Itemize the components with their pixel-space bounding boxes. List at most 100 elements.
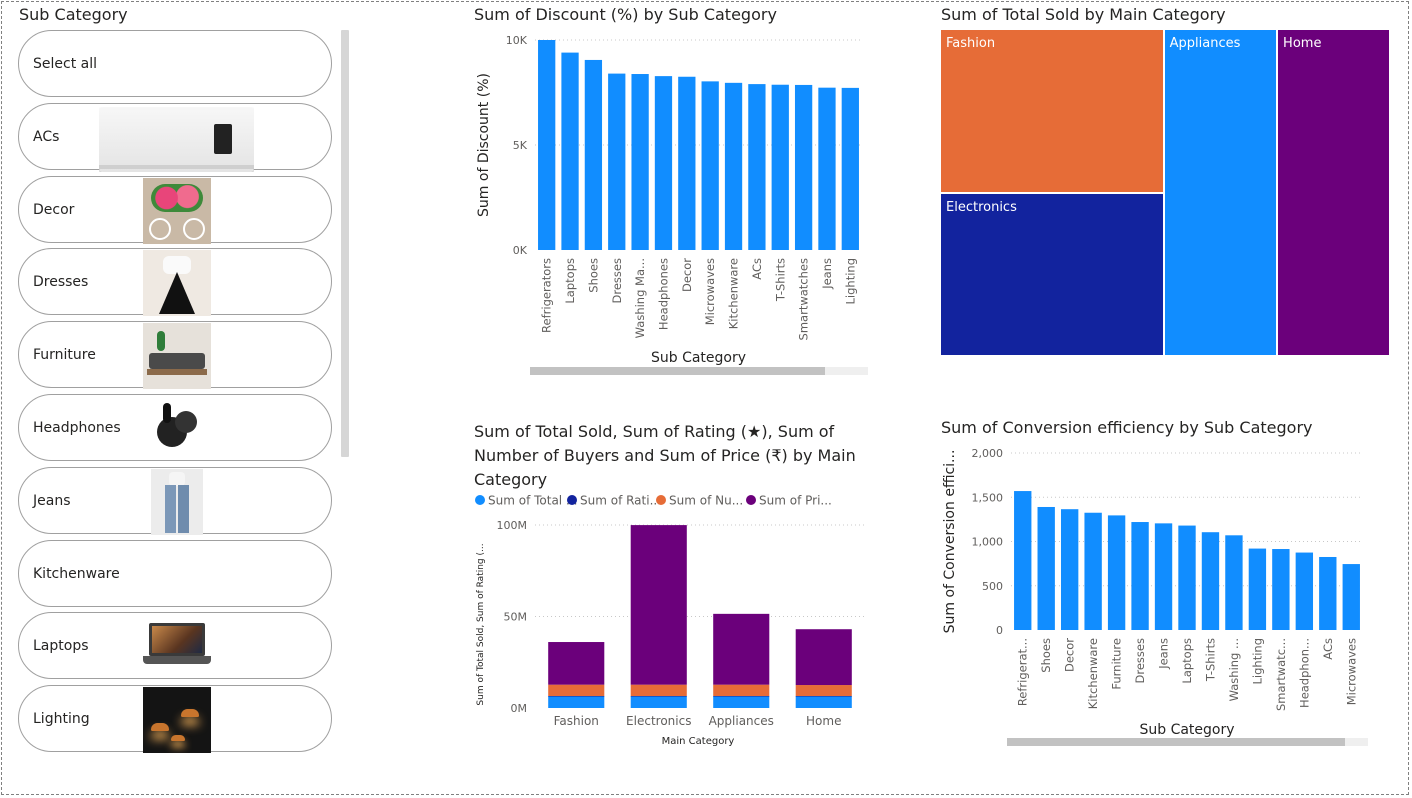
y-tick-label: 0K <box>513 244 528 257</box>
x-tick-label: Kitchenware <box>727 258 741 329</box>
bar-acs[interactable] <box>1319 556 1337 630</box>
bar-laptops[interactable] <box>1178 525 1196 630</box>
bar-segment-home[interactable] <box>795 696 852 697</box>
bar-segment-electronics[interactable] <box>630 696 687 708</box>
x-tick-label: Appliances <box>709 714 774 728</box>
y-tick-label: 10K <box>506 34 528 47</box>
x-tick-label: Smartwatches <box>797 258 811 340</box>
bar-headphones[interactable] <box>654 76 673 250</box>
bar-jeans[interactable] <box>818 87 836 250</box>
slicer-item-dresses[interactable]: Dresses <box>18 248 332 317</box>
bar-washing-[interactable] <box>1225 535 1243 630</box>
treemap-title: Sum of Total Sold by Main Category <box>941 5 1226 24</box>
slicer-item-lighting[interactable]: Lighting <box>18 685 332 754</box>
slicer-item-decor[interactable]: Decor <box>18 175 332 244</box>
bar-lighting[interactable] <box>1248 548 1267 630</box>
slicer-item-label: Lighting <box>33 711 90 728</box>
bar-segment-fashion[interactable] <box>548 684 605 697</box>
treemap-cell-fashion[interactable]: Fashion <box>940 29 1164 193</box>
bar-segment-fashion[interactable] <box>548 696 605 697</box>
y-tick-label: 2,000 <box>972 447 1004 460</box>
treemap-cell-electronics[interactable]: Electronics <box>940 192 1164 356</box>
slicer-item-jeans[interactable]: Jeans <box>18 466 332 535</box>
bar-headphon-[interactable] <box>1295 552 1314 630</box>
x-tick-label: Lighting <box>1250 638 1264 684</box>
bar-lighting[interactable] <box>841 87 859 250</box>
slicer-item-kitchenware[interactable]: Kitchenware <box>18 539 332 607</box>
y-tick-label: 0 <box>996 624 1003 637</box>
x-tick-label: T-Shirts <box>773 258 787 302</box>
y-tick-label: 100M <box>497 519 528 532</box>
bar-segment-electronics[interactable] <box>630 525 687 685</box>
conversion-chart-scrollbar-thumb[interactable] <box>1007 738 1345 746</box>
x-tick-label: Headphones <box>656 258 670 330</box>
slicer-scrollbar[interactable] <box>341 30 349 457</box>
bar-dresses[interactable] <box>608 73 626 250</box>
slicer-item-furniture[interactable]: Furniture <box>18 321 332 390</box>
bar-segment-electronics[interactable] <box>630 696 687 697</box>
bar-washing-ma-[interactable] <box>631 74 649 250</box>
bar-smartwatc-[interactable] <box>1272 549 1290 630</box>
bar-segment-appliances[interactable] <box>713 696 770 697</box>
svg-text:Sum of Pri...: Sum of Pri... <box>759 494 832 508</box>
x-tick-label: Furniture <box>1110 638 1124 690</box>
treemap-label: Home <box>1283 36 1322 51</box>
treemap-cell-home[interactable]: Home <box>1277 29 1390 356</box>
stacked-chart-title-line-2: Number of Buyers and Sum of Price (₹) by… <box>474 446 856 465</box>
bar-acs[interactable] <box>748 84 766 250</box>
discount-chart-scrollbar-thumb[interactable] <box>530 367 825 375</box>
svg-text:Sum of Total ...: Sum of Total ... <box>488 494 577 508</box>
bar-shoes[interactable] <box>1037 506 1055 630</box>
legend-item[interactable]: Sum of Pri... <box>746 494 832 508</box>
bar-shoes[interactable] <box>584 59 603 251</box>
jeans-photo <box>151 468 203 535</box>
bar-segment-home[interactable] <box>795 696 852 708</box>
bar-t-shirts[interactable] <box>1201 532 1220 630</box>
slicer-item-label: ACs <box>33 128 60 145</box>
slicer-item-label: Furniture <box>33 347 96 364</box>
legend-item[interactable]: Sum of Rati... <box>567 494 661 508</box>
x-tick-label: Decor <box>1063 638 1077 672</box>
slicer-item-label: Kitchenware <box>33 565 120 582</box>
slicer-item-laptops[interactable]: Laptops <box>18 612 332 680</box>
treemap-cell-appliances[interactable]: Appliances <box>1163 29 1278 356</box>
bar-segment-fashion[interactable] <box>548 696 605 708</box>
x-axis-label: Main Category <box>662 736 735 747</box>
legend-item[interactable]: Sum of Nu... <box>656 494 743 508</box>
bar-segment-home[interactable] <box>795 629 852 686</box>
bar-refrigerat-[interactable] <box>1014 491 1032 630</box>
bar-t-shirts[interactable] <box>771 84 789 250</box>
treemap-label: Fashion <box>946 36 996 51</box>
x-tick-label: Washing ... <box>1227 638 1241 701</box>
bar-segment-electronics[interactable] <box>630 684 687 697</box>
bar-furniture[interactable] <box>1107 515 1126 630</box>
bar-decor[interactable] <box>678 76 696 250</box>
x-tick-label: Electronics <box>626 714 691 728</box>
legend-item[interactable]: Sum of Total ... <box>475 494 577 508</box>
stacked-chart-title-line-1: Sum of Total Sold, Sum of Rating (★), Su… <box>474 422 835 441</box>
bar-segment-fashion[interactable] <box>548 642 605 685</box>
bar-laptops[interactable] <box>561 52 579 250</box>
y-tick-label: 50M <box>504 611 528 624</box>
bar-kitchenware[interactable] <box>724 82 743 250</box>
slicer-item-acs[interactable]: ACs <box>18 102 332 172</box>
x-tick-label: Microwaves <box>1344 638 1358 705</box>
bar-segment-appliances[interactable] <box>713 684 770 697</box>
earbuds-photo <box>149 401 207 455</box>
bar-kitchenware[interactable] <box>1084 512 1102 630</box>
bar-microwaves[interactable] <box>1342 564 1360 630</box>
bar-microwaves[interactable] <box>701 81 719 250</box>
y-tick-label: 1,500 <box>972 491 1004 504</box>
y-axis-label: Sum of Discount (%) <box>476 73 492 217</box>
bar-smartwatches[interactable] <box>794 84 813 250</box>
bar-segment-appliances[interactable] <box>713 613 770 685</box>
bar-refrigerators[interactable] <box>538 40 556 250</box>
bar-dresses[interactable] <box>1131 522 1149 630</box>
discount-bar-chart: 0K 5K 10K Refrigerators Laptops Shoes Dresses W… <box>476 34 862 366</box>
bar-jeans[interactable] <box>1154 523 1173 630</box>
slicer-item-headphones[interactable]: Headphones <box>18 394 332 461</box>
slicer-item-select-all[interactable]: Select all <box>18 30 332 97</box>
bar-decor[interactable] <box>1060 509 1079 630</box>
bar-segment-appliances[interactable] <box>713 696 770 708</box>
bar-segment-home[interactable] <box>795 685 852 697</box>
